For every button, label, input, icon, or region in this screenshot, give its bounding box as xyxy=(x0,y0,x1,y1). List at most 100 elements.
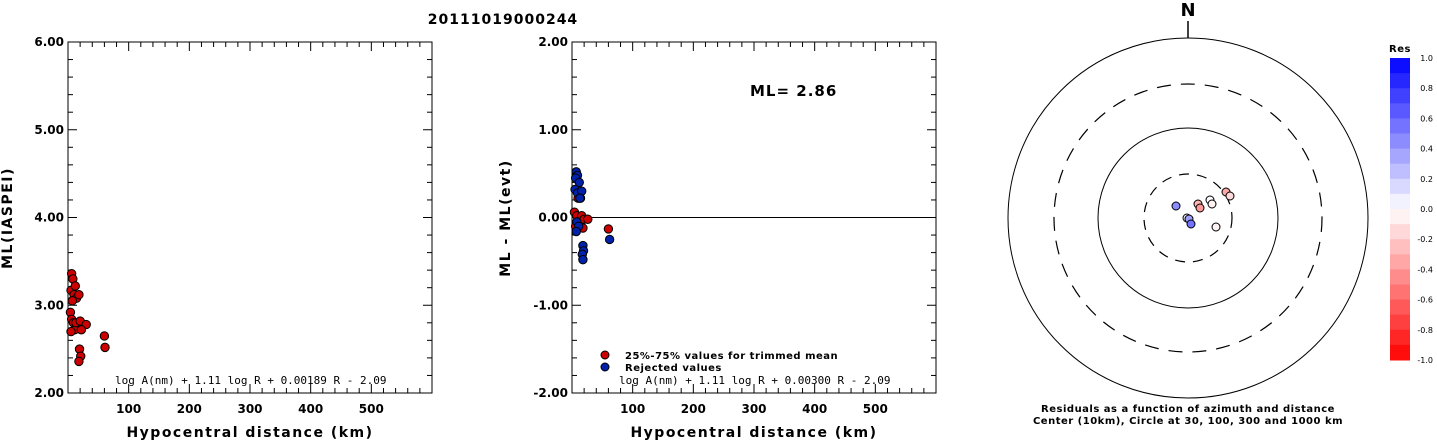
colorbar-cell xyxy=(1390,224,1410,240)
station-point xyxy=(1211,222,1221,232)
ml-annotation: ML= 2.86 xyxy=(750,82,837,100)
data-point xyxy=(99,331,110,341)
x-tick-labels-2: 100 200 300 400 500 xyxy=(620,402,888,416)
station-point xyxy=(1171,201,1181,211)
data-point xyxy=(100,342,110,353)
station-point xyxy=(1195,203,1205,213)
residual-colorbar: Res 1.0 0.8 0.6 0.4 0.2 0.0 -0.2 -0.4 -0.6 -0.8 -1… xyxy=(1389,44,1433,365)
station-point xyxy=(1186,219,1196,229)
colorbar-cell xyxy=(1390,329,1410,346)
residual-vs-distance-panel: -2.00 -1.00 0.00 1.00 2.00 100 200 300 400 500 M… xyxy=(498,35,937,441)
colorbar-tick-label: -0.4 xyxy=(1417,265,1433,274)
colorbar-cell xyxy=(1390,88,1410,104)
formula-1: log A(nm) + 1.11 log R + 0.00189 R - 2.0… xyxy=(115,374,387,387)
y-axis-label-1: ML(IASPEI) xyxy=(0,167,16,269)
colorbar-cell xyxy=(1390,103,1410,119)
legend-label-rejected: Rejected values xyxy=(625,363,722,374)
x-tick-label: 500 xyxy=(359,402,384,416)
y-tick-label: 1.00 xyxy=(538,123,568,137)
colorbar-cell xyxy=(1390,178,1410,195)
colorbar-cell xyxy=(1390,133,1410,150)
colorbar-cell xyxy=(1390,239,1410,255)
data-point xyxy=(583,214,593,224)
y-axis-label-2: ML - ML(evt) xyxy=(498,159,514,276)
x-tick-label: 200 xyxy=(681,402,706,416)
colorbar-title: Res xyxy=(1389,44,1411,55)
y-tick-label: -2.00 xyxy=(533,386,568,400)
y-tick-label: -1.00 xyxy=(533,298,568,312)
map-caption-line1: Residuals as a function of azimuth and d… xyxy=(1041,404,1335,415)
data-point xyxy=(74,356,84,367)
colorbar-tick-label: 0.4 xyxy=(1420,145,1433,154)
station-point xyxy=(1207,199,1217,209)
azimuth-residual-map: N Residuals as a function of azimuth and… xyxy=(1007,0,1369,427)
colorbar-cell xyxy=(1390,148,1410,165)
data-point xyxy=(571,226,581,237)
colorbar-cell xyxy=(1390,209,1410,225)
colorbar-cell xyxy=(1390,269,1410,285)
data-point xyxy=(575,193,585,203)
station-point xyxy=(1225,191,1235,201)
data-point xyxy=(66,326,76,337)
colorbar-tick-label: 0.6 xyxy=(1420,114,1433,123)
colorbar-cell xyxy=(1390,284,1410,301)
colorbar-tick-label: 0.2 xyxy=(1420,175,1433,184)
colorbar-cell xyxy=(1390,163,1410,180)
y-tick-label: 3.00 xyxy=(34,298,64,312)
colorbar-cell xyxy=(1390,58,1410,74)
colorbar-cell xyxy=(1390,254,1410,270)
x-tick-label: 100 xyxy=(620,402,645,416)
y-tick-labels-1: 2.00 3.00 4.00 5.00 6.00 xyxy=(34,35,64,400)
data-point xyxy=(76,325,87,335)
x-axis-label-1: Hypocentral distance (km) xyxy=(126,425,373,441)
colorbar-cell xyxy=(1390,73,1410,89)
y-tick-label: 0.00 xyxy=(538,211,568,225)
data-point xyxy=(74,290,84,300)
colorbar-cell xyxy=(1390,344,1410,361)
colorbar-cells xyxy=(1390,58,1410,361)
colorbar-cell xyxy=(1390,299,1410,316)
x-tick-label: 400 xyxy=(298,402,323,416)
x-tick-label: 300 xyxy=(237,402,262,416)
y-tick-labels-2: -2.00 -1.00 0.00 1.00 2.00 xyxy=(533,35,568,400)
ml-vs-distance-panel: 2.00 3.00 4.00 5.00 6.00 100 200 300 400 500 log… xyxy=(0,35,433,441)
data-point xyxy=(574,177,584,188)
circle-30km xyxy=(1143,173,1233,263)
data-points-1 xyxy=(65,268,110,367)
colorbar-cell xyxy=(1390,314,1410,331)
y-tick-label: 5.00 xyxy=(34,123,64,137)
y-tick-label: 4.00 xyxy=(34,211,64,225)
circle-300km xyxy=(1053,83,1323,353)
colorbar-tick-label: 1.0 xyxy=(1420,54,1433,63)
colorbar-cell xyxy=(1390,193,1410,210)
data-point xyxy=(578,254,588,265)
colorbar-tick-label: 0.0 xyxy=(1420,205,1433,214)
circle-100km xyxy=(1097,127,1279,309)
colorbar-tick-label: -0.8 xyxy=(1417,326,1433,335)
data-point xyxy=(67,296,77,306)
colorbar-tick-label: -0.6 xyxy=(1417,296,1433,305)
colorbar-tick-label: -1.0 xyxy=(1417,356,1433,365)
x-axis-label-2: Hypocentral distance (km) xyxy=(630,425,877,441)
colorbar-tick-label: -0.2 xyxy=(1417,235,1433,244)
legend-marker-rejected xyxy=(600,362,610,372)
x-tick-label: 200 xyxy=(177,402,202,416)
north-label: N xyxy=(1180,0,1195,21)
map-caption-line2: Center (10km), Circle at 30, 100, 300 an… xyxy=(1033,416,1343,427)
data-points-2 xyxy=(569,167,615,265)
x-tick-labels-1: 100 200 300 400 500 xyxy=(116,402,384,416)
data-point xyxy=(603,224,614,234)
data-point xyxy=(70,281,80,291)
formula-2: log A(nm) + 1.11 log R + 0.00300 R - 2.0… xyxy=(619,374,891,387)
station-residual-points xyxy=(1171,187,1235,232)
plot-frame-1 xyxy=(67,41,433,394)
figure-title: 20111019000244 xyxy=(428,12,578,28)
colorbar-tick-label: 0.8 xyxy=(1420,84,1433,93)
data-point xyxy=(604,234,615,245)
y-tick-label: 6.00 xyxy=(34,35,64,49)
legend-marker-trimmed xyxy=(600,350,610,360)
legend-label-trimmed: 25%-75% values for trimmed mean xyxy=(625,351,838,362)
y-tick-label: 2.00 xyxy=(538,35,568,49)
x-tick-label: 300 xyxy=(741,402,766,416)
